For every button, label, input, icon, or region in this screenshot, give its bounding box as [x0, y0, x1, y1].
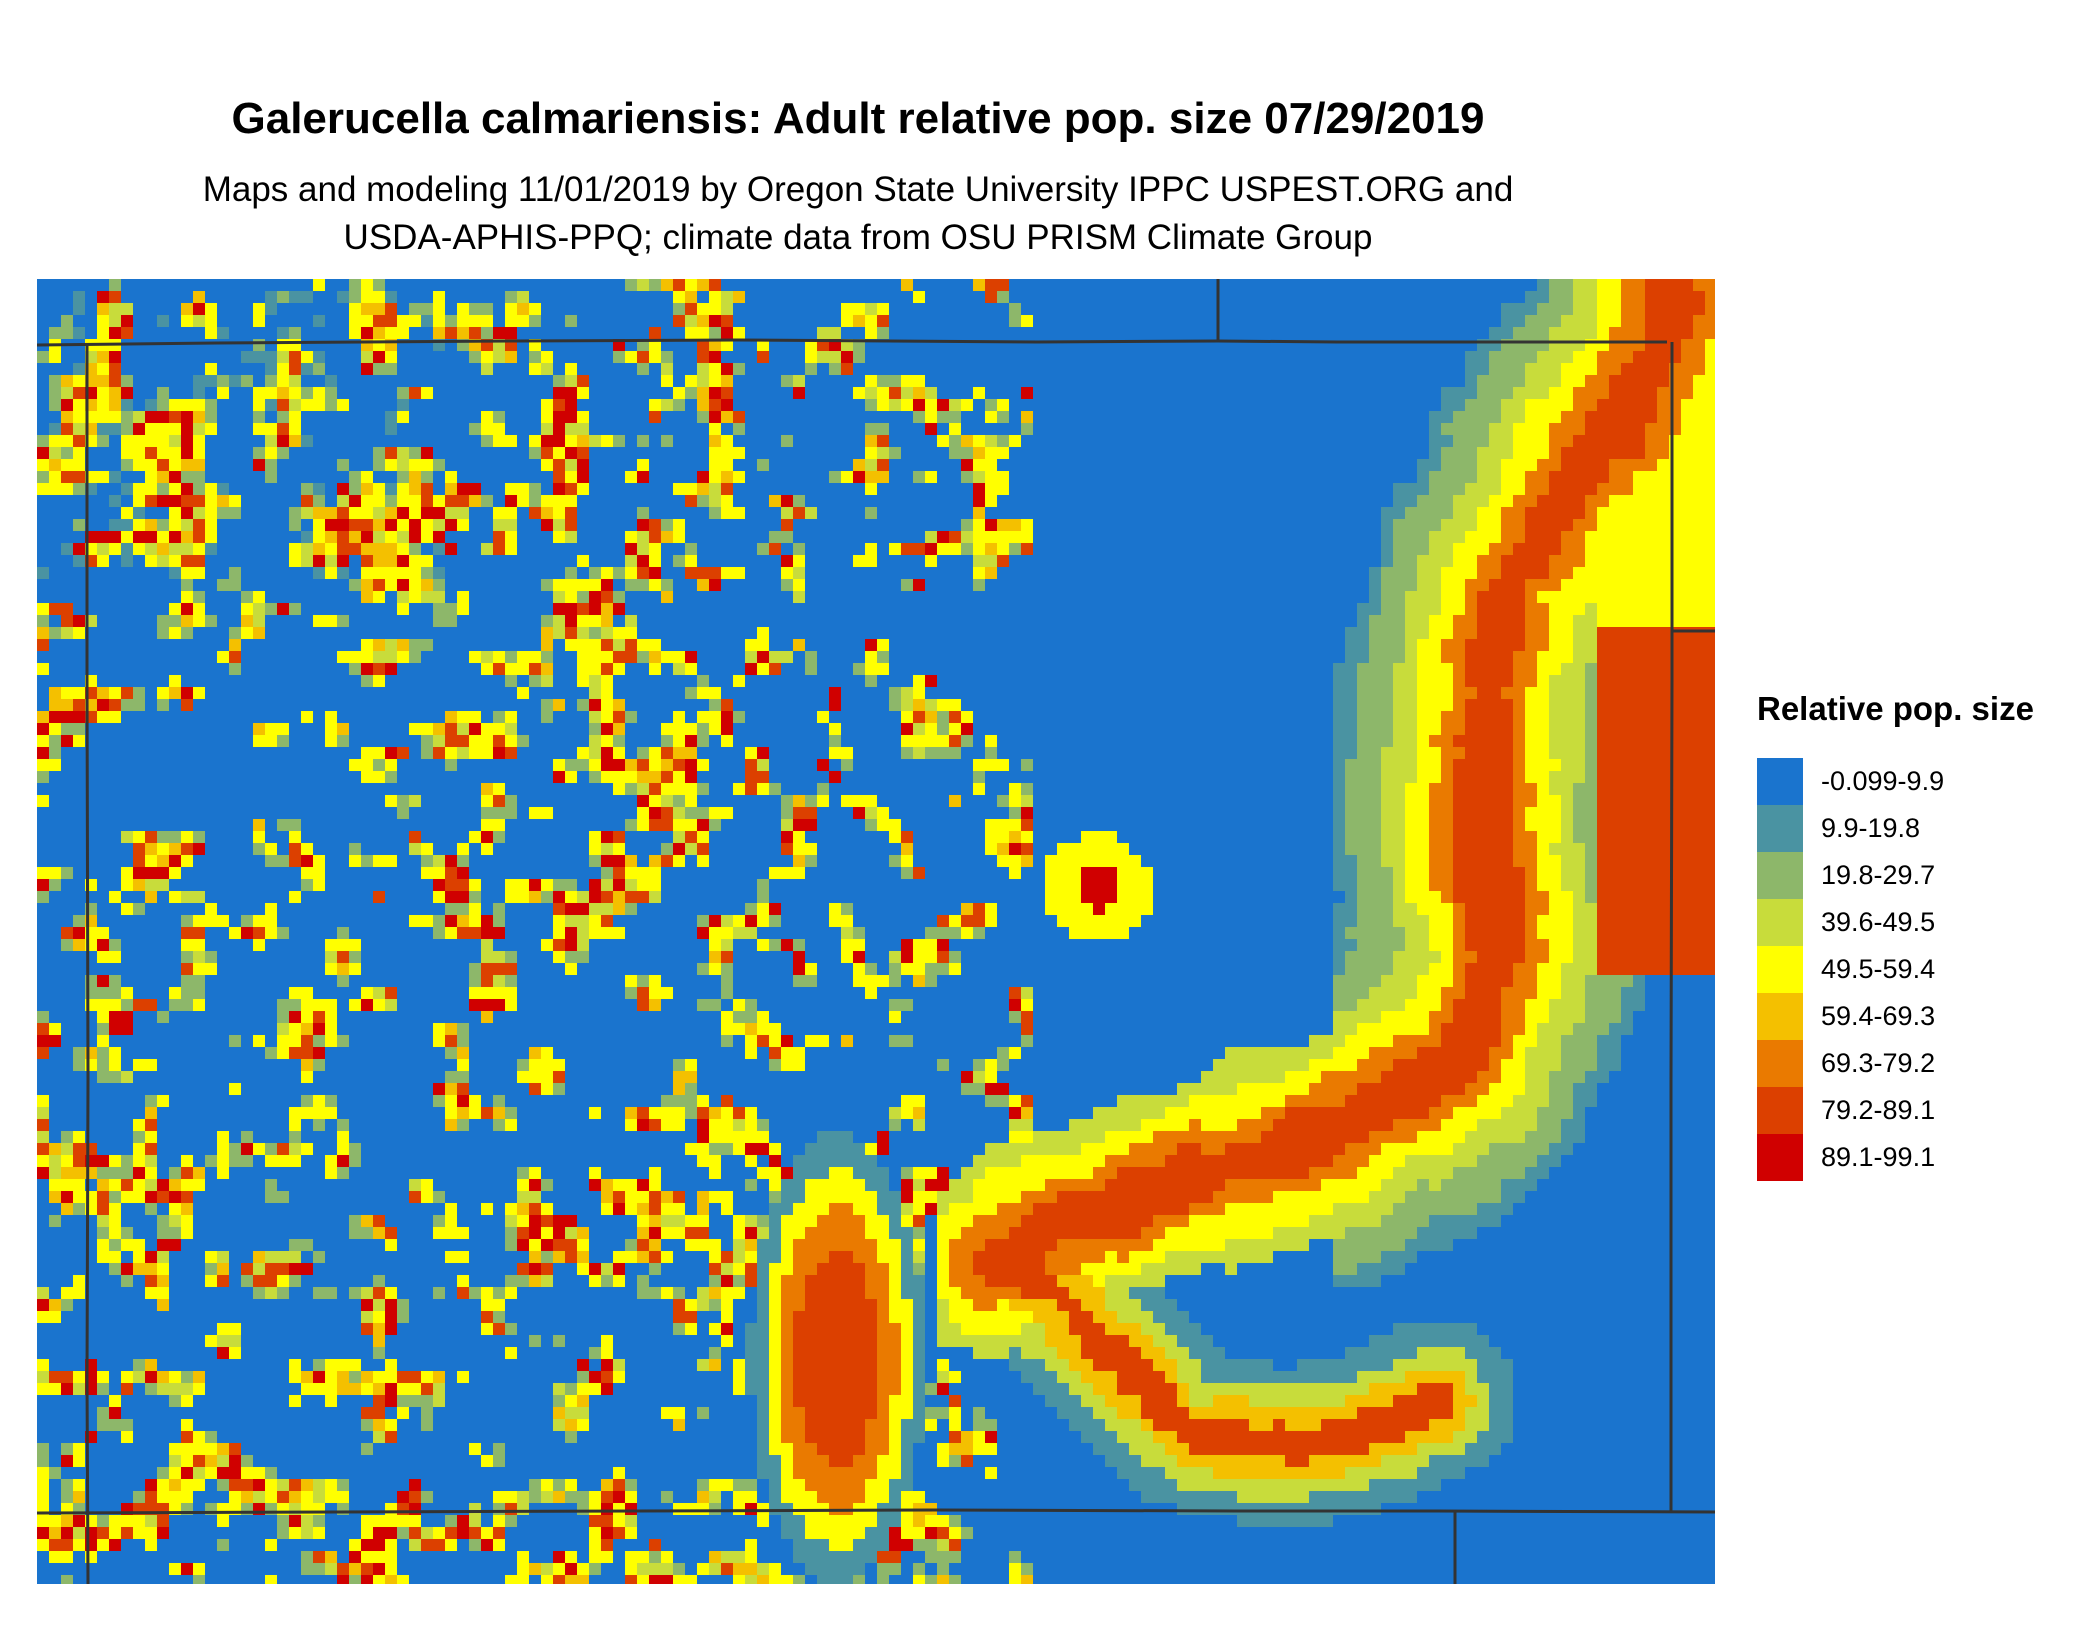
legend-item: 89.1-99.1 — [1757, 1134, 2077, 1181]
legend-swatch — [1757, 852, 1803, 899]
legend-label: 59.4-69.3 — [1821, 1001, 1936, 1031]
map-title: Galerucella calmariensis: Adult relative… — [231, 94, 1485, 143]
raster-map-panel — [37, 279, 1715, 1584]
legend-item: 19.8-29.7 — [1757, 852, 2077, 899]
legend-label: 89.1-99.1 — [1821, 1142, 1936, 1172]
legend-label: 69.3-79.2 — [1821, 1048, 1936, 1078]
legend-item: 49.5-59.4 — [1757, 946, 2077, 993]
map-subtitle-line-1: Maps and modeling 11/01/2019 by Oregon S… — [202, 170, 1514, 209]
state-border-east — [1669, 342, 1674, 1512]
map-subtitle-line-2: USDA-APHIS-PPQ; climate data from OSU PR… — [343, 218, 1373, 257]
legend-items: -0.099-9.9 9.9-19.8 19.8-29.7 39.6-49.5 49.5… — [1757, 758, 2077, 1181]
legend-swatch — [1757, 1040, 1803, 1087]
state-borders — [37, 279, 1715, 1584]
state-border-west — [85, 345, 90, 1584]
legend-item: 9.9-19.8 — [1757, 805, 2077, 852]
legend-item: 39.6-49.5 — [1757, 899, 2077, 946]
state-border-south — [37, 1508, 1715, 1515]
legend-swatch — [1757, 758, 1803, 805]
legend-item: -0.099-9.9 — [1757, 758, 2077, 805]
raster-cells — [37, 279, 1715, 1584]
legend-label: 19.8-29.7 — [1821, 860, 1936, 890]
legend-label: 9.9-19.8 — [1821, 813, 1921, 843]
state-border-north — [37, 338, 1667, 347]
legend: Relative pop. size -0.099-9.9 9.9-19.8 19.… — [1757, 690, 2077, 1181]
legend-title: Relative pop. size — [1757, 690, 2034, 727]
legend-swatch — [1757, 805, 1803, 852]
legend-item: 79.2-89.1 — [1757, 1087, 2077, 1134]
legend-swatch — [1757, 1134, 1803, 1181]
legend-item: 69.3-79.2 — [1757, 1040, 2077, 1087]
legend-label: -0.099-9.9 — [1821, 766, 1945, 796]
legend-swatch — [1757, 993, 1803, 1040]
legend-swatch — [1757, 899, 1803, 946]
legend-item: 59.4-69.3 — [1757, 993, 2077, 1040]
legend-label: 79.2-89.1 — [1821, 1095, 1936, 1125]
legend-swatch — [1757, 946, 1803, 993]
legend-label: 49.5-59.4 — [1821, 954, 1936, 984]
legend-swatch — [1757, 1087, 1803, 1134]
legend-label: 39.6-49.5 — [1821, 907, 1936, 937]
raster-map — [37, 279, 1715, 1584]
